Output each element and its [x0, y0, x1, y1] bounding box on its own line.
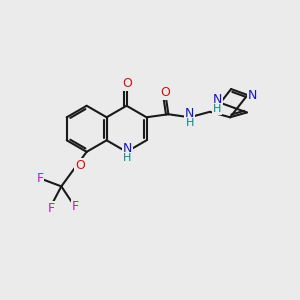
Text: N: N — [122, 142, 132, 155]
Text: F: F — [36, 172, 43, 185]
Text: F: F — [72, 200, 79, 213]
Text: H: H — [213, 104, 221, 114]
Text: H: H — [185, 118, 194, 128]
Text: O: O — [122, 77, 132, 90]
Text: N: N — [213, 93, 222, 106]
Text: N: N — [248, 88, 257, 101]
Text: N: N — [185, 107, 194, 120]
Text: O: O — [75, 159, 85, 172]
Text: O: O — [160, 86, 170, 99]
Text: F: F — [48, 202, 55, 215]
Text: H: H — [123, 154, 131, 164]
